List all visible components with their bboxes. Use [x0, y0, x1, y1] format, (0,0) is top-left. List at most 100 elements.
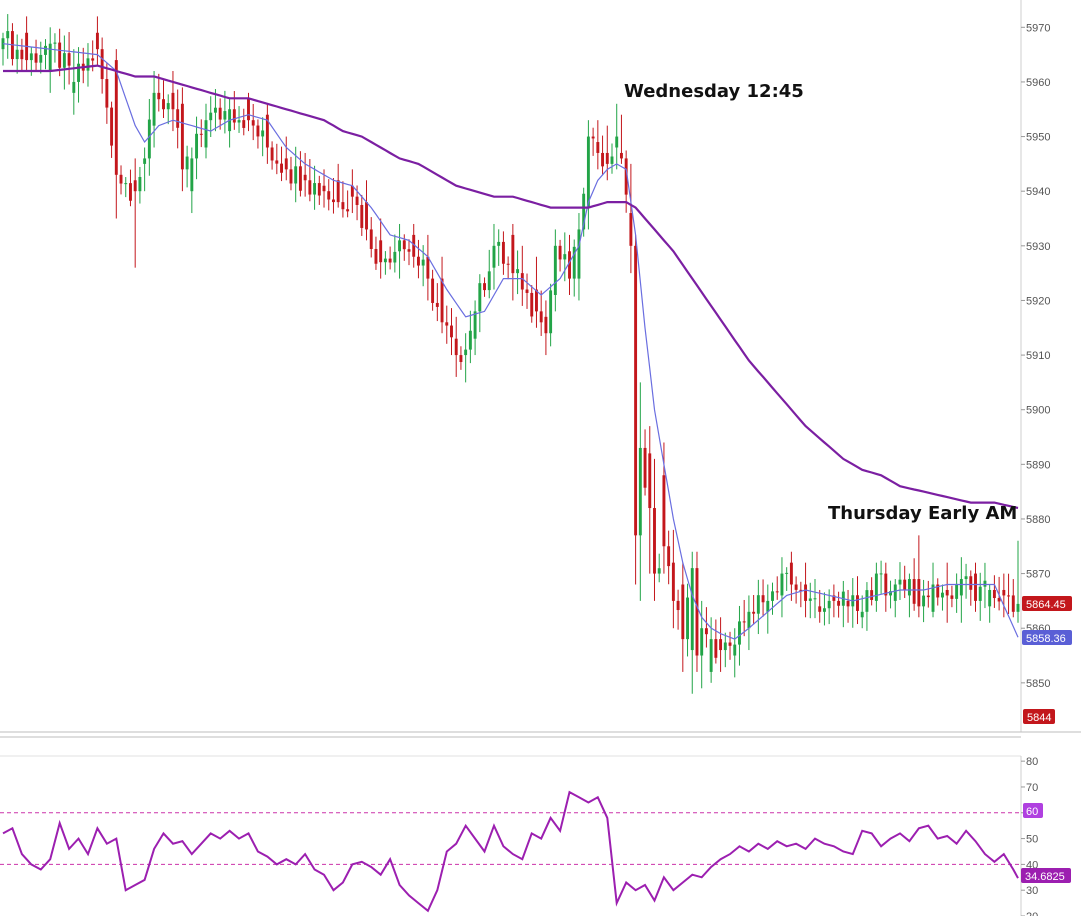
candle-down: [619, 152, 623, 159]
candle-up: [29, 53, 33, 61]
price-tick-label: 5880: [1026, 514, 1050, 526]
candle-down: [936, 584, 940, 598]
candle-up: [497, 241, 501, 246]
last-price-tag: 5864.45: [1022, 596, 1072, 611]
candle-down: [346, 209, 350, 212]
candle-up: [261, 130, 265, 137]
candle-down: [520, 273, 524, 290]
candle-up: [582, 193, 586, 230]
candle-down: [629, 213, 633, 246]
candle-down: [129, 183, 132, 201]
candle-up: [1016, 603, 1020, 612]
candle-up: [492, 245, 496, 268]
candle-down: [596, 142, 600, 153]
rsi-upper-level-tag-text: 60: [1026, 806, 1038, 818]
candle-up: [766, 600, 770, 612]
candle-up: [780, 573, 784, 596]
candle-down: [199, 133, 203, 135]
candle-down: [308, 180, 312, 195]
candle-down: [95, 32, 99, 50]
candle-down: [974, 573, 977, 601]
candle-up: [865, 590, 869, 612]
candle-down: [818, 606, 822, 612]
price-tick-label: 5940: [1026, 186, 1050, 198]
candle-up: [827, 600, 831, 609]
price-tick-label: 5870: [1026, 569, 1050, 581]
candle-down: [91, 58, 95, 61]
candle-up: [907, 579, 911, 596]
candle-down: [218, 107, 222, 120]
candle-up: [195, 133, 199, 159]
candle-up: [237, 120, 241, 123]
candle-up: [610, 156, 614, 164]
candle-down: [789, 562, 793, 585]
candle-down: [544, 316, 548, 334]
candle-down: [912, 579, 916, 604]
candle-down: [695, 568, 699, 656]
price-tick-label: 5910: [1026, 350, 1050, 362]
candle-down: [284, 158, 288, 170]
candle-down: [1002, 589, 1006, 596]
candle-down: [426, 256, 430, 279]
rsi-upper-level-tag: 60: [1023, 803, 1043, 818]
candle-down: [459, 355, 463, 363]
fast-ma-price-tag: 5858.36: [1022, 630, 1072, 645]
candle-down: [997, 598, 1001, 602]
rsi-tick-label: 80: [1026, 756, 1038, 768]
candle-down: [846, 600, 850, 607]
candle-up: [638, 447, 642, 536]
candle-down: [671, 562, 675, 601]
candle-up: [563, 254, 567, 260]
candle-down: [110, 107, 114, 146]
candle-up: [813, 598, 817, 600]
candle-up: [889, 591, 892, 596]
candle-up: [657, 568, 661, 574]
price-tick-label: 5950: [1026, 132, 1050, 144]
candle-up: [756, 595, 760, 614]
candle-down: [440, 278, 444, 323]
candle-down: [558, 245, 562, 260]
candle-up: [77, 63, 80, 82]
candle-down: [355, 196, 359, 205]
candle-down: [350, 185, 354, 197]
candle-up: [983, 580, 987, 587]
fast-moving-average-line: [2, 43, 1019, 640]
candle-down: [298, 166, 302, 191]
price-tick-label: 5890: [1026, 459, 1050, 471]
candle-down: [369, 229, 373, 249]
candle-up: [615, 136, 619, 148]
price-axis-ticks[interactable]: 5970 5960 5950 5940 5930 5920 5910 5900 5890 5880…: [1021, 22, 1050, 690]
candle-up: [723, 642, 727, 651]
candle-down: [407, 249, 411, 252]
price-tick-label: 5900: [1026, 405, 1050, 417]
price-tick-label: 5920: [1026, 295, 1050, 307]
candle-down: [568, 251, 571, 279]
candle-down: [804, 584, 808, 601]
candle-down: [511, 234, 515, 274]
candle-up: [152, 92, 156, 126]
rsi-value-tag-text: 34.6825: [1025, 871, 1065, 883]
candle-up: [62, 53, 66, 68]
candle-down: [667, 546, 671, 567]
candle-down: [365, 202, 368, 230]
candle-down: [450, 325, 453, 338]
candle-down: [379, 240, 383, 263]
candle-down: [926, 595, 930, 598]
candle-up: [383, 258, 387, 263]
candle-up: [124, 183, 128, 185]
candle-down: [530, 292, 534, 317]
candle-up: [223, 111, 227, 120]
candle-up: [166, 103, 170, 110]
annotation-wednesday: Wednesday 12:45: [624, 81, 804, 102]
candle-down: [742, 621, 746, 623]
candle-up: [978, 586, 982, 601]
candle-down: [969, 576, 973, 590]
candle-down: [289, 169, 293, 184]
candle-up: [893, 584, 897, 601]
candle-up: [577, 229, 581, 279]
rsi-axis-ticks[interactable]: 80706050403020: [1021, 756, 1038, 916]
candle-down: [681, 584, 685, 640]
candle-up: [213, 107, 217, 113]
candle-up: [822, 608, 826, 612]
